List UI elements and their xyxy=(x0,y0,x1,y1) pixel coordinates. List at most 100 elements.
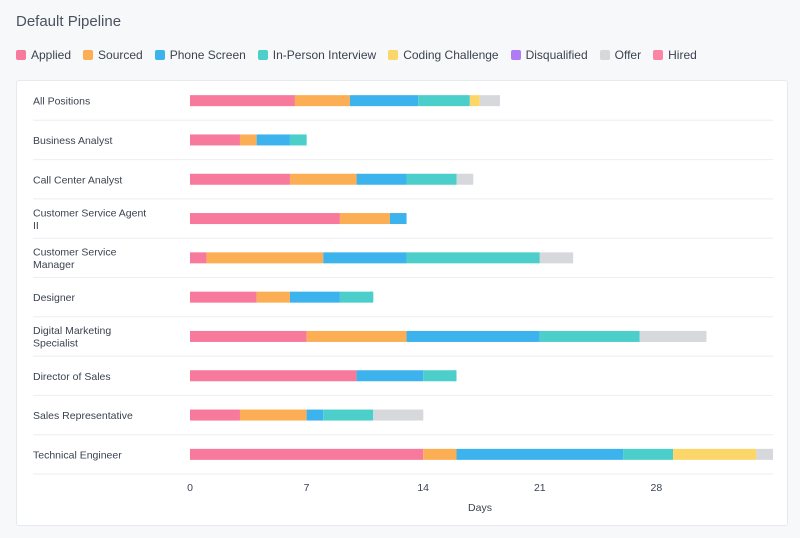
bar-segment-phone-screen[interactable] xyxy=(406,330,540,342)
bar-segment-sourced[interactable] xyxy=(294,95,350,107)
legend-label: Disqualified xyxy=(525,48,588,62)
bar-segment-coding-challenge[interactable] xyxy=(673,448,757,460)
bar-end-cap xyxy=(402,213,407,225)
bar-segment-phone-screen[interactable] xyxy=(356,370,424,382)
row-label: II xyxy=(33,220,39,232)
bar-segment-in-person-interview[interactable] xyxy=(539,330,640,342)
chart-panel: All Positions Business Analyst Call Center… xyxy=(16,80,788,526)
bar-segment-applied[interactable] xyxy=(190,95,295,107)
legend-item-offer[interactable]: Offer xyxy=(599,48,642,62)
legend-swatch xyxy=(16,50,26,60)
legend-item-coding-challenge[interactable]: Coding Challenge xyxy=(388,48,499,62)
bar-segment-coding-challenge[interactable] xyxy=(469,95,480,107)
bar-end-cap xyxy=(419,409,424,421)
legend-swatch xyxy=(510,50,521,60)
bar-segment-phone-screen[interactable] xyxy=(349,95,419,107)
bar-segment-applied[interactable] xyxy=(190,173,290,185)
x-tick-label: 14 xyxy=(417,482,429,494)
bar-segment-in-person-interview[interactable] xyxy=(406,252,540,264)
bar-segment-offer[interactable] xyxy=(639,330,707,342)
row-label: Director of Sales xyxy=(33,371,111,383)
bar-segment-offer[interactable] xyxy=(456,173,474,185)
row-label: Sales Representative xyxy=(33,410,133,422)
legend-swatch xyxy=(154,50,165,60)
legend-item-hired[interactable]: Hired xyxy=(653,48,697,62)
bar-segment-phone-screen[interactable] xyxy=(356,173,407,185)
row-label: Business Analyst xyxy=(33,135,112,147)
bar-segment-sourced[interactable] xyxy=(423,448,457,460)
legend-swatch xyxy=(257,50,268,60)
bar-segment-sourced[interactable] xyxy=(239,409,307,421)
bar-end-cap xyxy=(769,448,773,460)
bar-segment-sourced[interactable] xyxy=(239,134,257,146)
row-label: Customer Service xyxy=(33,247,117,259)
x-tick-label: 0 xyxy=(187,482,193,494)
bar-segment-in-person-interview[interactable] xyxy=(289,134,307,146)
row-label: Designer xyxy=(33,292,76,304)
bar-end-cap xyxy=(452,370,457,382)
chart-legend: Applied Sourced Phone Screen In-Person Inte… xyxy=(16,48,709,62)
bar-segment-phone-screen[interactable] xyxy=(456,448,624,460)
bar-end-cap xyxy=(469,173,474,185)
row-label: Technical Engineer xyxy=(33,449,122,461)
x-tick-label: 7 xyxy=(304,482,310,494)
bar-segment-applied[interactable] xyxy=(190,409,240,421)
legend-label: Offer xyxy=(614,48,642,62)
x-tick-label: 21 xyxy=(534,482,546,494)
legend-item-sourced[interactable]: Sourced xyxy=(83,48,143,62)
bar-segment-applied[interactable] xyxy=(190,134,240,146)
bar-segment-in-person-interview[interactable] xyxy=(418,95,470,107)
bar-segment-offer[interactable] xyxy=(479,95,500,107)
bar-end-cap xyxy=(369,291,374,303)
bar-segment-phone-screen[interactable] xyxy=(389,213,407,225)
bar-segment-applied[interactable] xyxy=(190,330,307,342)
bar-segment-sourced[interactable] xyxy=(256,291,290,303)
bar-segment-sourced[interactable] xyxy=(339,213,390,225)
row-label: Customer Service Agent xyxy=(33,207,146,219)
bar-segment-in-person-interview[interactable] xyxy=(323,409,374,421)
bar-segment-applied[interactable] xyxy=(190,252,207,264)
bar-end-cap xyxy=(302,134,307,146)
bar-segment-phone-screen[interactable] xyxy=(306,409,324,421)
row-label: Manager xyxy=(33,259,75,271)
legend-item-in-person-interview[interactable]: In-Person Interview xyxy=(257,48,377,62)
bar-segment-applied[interactable] xyxy=(190,370,357,382)
bar-segment-sourced[interactable] xyxy=(306,330,407,342)
bar-segment-sourced[interactable] xyxy=(289,173,357,185)
legend-swatch xyxy=(83,50,94,60)
bar-segment-phone-screen[interactable] xyxy=(256,134,290,146)
bar-segment-sourced[interactable] xyxy=(206,252,324,264)
bar-segment-applied[interactable] xyxy=(190,448,424,460)
legend-swatch xyxy=(599,50,610,60)
row-label: All Positions xyxy=(33,96,90,108)
legend-item-phone-screen[interactable]: Phone Screen xyxy=(154,48,246,62)
bar-segment-phone-screen[interactable] xyxy=(289,291,340,303)
bar-segment-in-person-interview[interactable] xyxy=(339,291,374,303)
x-axis-label: Days xyxy=(468,502,492,514)
bar-segment-offer[interactable] xyxy=(539,252,574,264)
bar-segment-applied[interactable] xyxy=(190,213,340,225)
legend-label: Phone Screen xyxy=(169,48,246,62)
row-label: Digital Marketing xyxy=(33,325,111,337)
legend-label: In-Person Interview xyxy=(272,48,377,62)
bar-segment-offer[interactable] xyxy=(373,409,424,421)
stacked-bar-chart: All Positions Business Analyst Call Center… xyxy=(33,95,773,514)
bar-end-cap xyxy=(702,330,707,342)
bar-segment-in-person-interview[interactable] xyxy=(423,370,457,382)
legend-item-disqualified[interactable]: Disqualified xyxy=(510,48,588,62)
legend-swatch xyxy=(653,50,664,60)
legend-label: Coding Challenge xyxy=(403,48,499,62)
bar-end-cap xyxy=(495,95,500,107)
legend-label: Sourced xyxy=(98,48,143,62)
row-label: Call Center Analyst xyxy=(33,174,122,186)
bar-end-cap xyxy=(569,252,574,264)
bar-segment-in-person-interview[interactable] xyxy=(406,173,457,185)
bar-segment-in-person-interview[interactable] xyxy=(623,448,674,460)
legend-item-applied[interactable]: Applied xyxy=(16,48,71,62)
bar-segment-phone-screen[interactable] xyxy=(323,252,407,264)
page-title: Default Pipeline xyxy=(16,13,122,30)
bar-segment-offer[interactable] xyxy=(756,448,773,460)
legend-swatch xyxy=(388,50,399,60)
legend-label: Applied xyxy=(31,48,72,62)
bar-segment-applied[interactable] xyxy=(190,291,257,303)
